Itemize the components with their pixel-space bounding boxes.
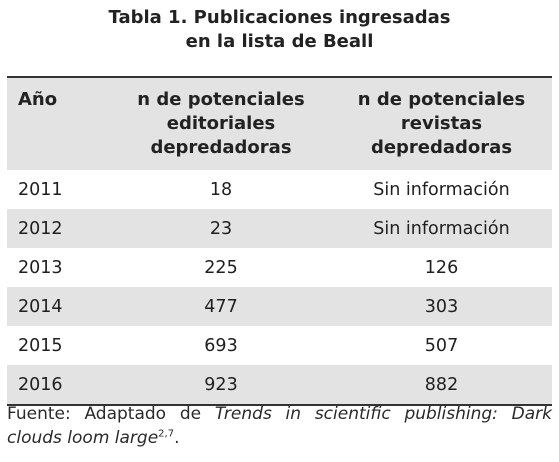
cell-editorials: 923 bbox=[111, 365, 331, 406]
cell-year: 2011 bbox=[7, 170, 111, 209]
table-title: Tabla 1. Publicaciones ingresadas en la … bbox=[0, 6, 559, 54]
table-row: 2016 923 882 bbox=[7, 365, 552, 406]
table-header-row: Año n de potenciales editoriales depreda… bbox=[7, 77, 552, 170]
header-journals-line-2: revistas bbox=[400, 113, 483, 134]
cell-year: 2012 bbox=[7, 209, 111, 248]
source-references: 2,7 bbox=[158, 428, 175, 440]
cell-journals: 303 bbox=[331, 287, 552, 326]
cell-editorials: 693 bbox=[111, 326, 331, 365]
cell-editorials: 18 bbox=[111, 170, 331, 209]
cell-journals: 507 bbox=[331, 326, 552, 365]
source-prefix: Fuente: Adaptado de bbox=[7, 404, 215, 424]
header-journals: n de potenciales revistas depredadoras bbox=[331, 77, 552, 170]
header-journals-line-1: n de potenciales bbox=[357, 89, 526, 110]
cell-journals: 882 bbox=[331, 365, 552, 406]
cell-journals: 126 bbox=[331, 248, 552, 287]
cell-year: 2015 bbox=[7, 326, 111, 365]
table-title-line-2: en la lista de Beall bbox=[185, 31, 374, 52]
source-work-title: Trends in scientific publishing: Dark cl… bbox=[7, 404, 553, 448]
table-row: 2013 225 126 bbox=[7, 248, 552, 287]
cell-year: 2014 bbox=[7, 287, 111, 326]
header-editorials-line-1: n de potenciales bbox=[137, 89, 305, 110]
cell-editorials: 225 bbox=[111, 248, 331, 287]
header-editorials: n de potenciales editoriales depredadora… bbox=[111, 77, 331, 170]
cell-editorials: 23 bbox=[111, 209, 331, 248]
cell-year: 2013 bbox=[7, 248, 111, 287]
table-row: 2012 23 Sin información bbox=[7, 209, 552, 248]
cell-journals: Sin información bbox=[331, 170, 552, 209]
table-row: 2014 477 303 bbox=[7, 287, 552, 326]
cell-journals: Sin información bbox=[331, 209, 552, 248]
header-editorials-line-3: depredadoras bbox=[150, 137, 292, 158]
cell-editorials: 477 bbox=[111, 287, 331, 326]
header-journals-line-3: depredadoras bbox=[370, 137, 513, 158]
table-row: 2015 693 507 bbox=[7, 326, 552, 365]
table-source-note: Fuente: Adaptado de Trends in scientific… bbox=[7, 402, 552, 450]
data-table-container: Año n de potenciales editoriales depreda… bbox=[7, 76, 552, 406]
table-title-line-1: Tabla 1. Publicaciones ingresadas bbox=[108, 7, 451, 28]
table-row: 2011 18 Sin información bbox=[7, 170, 552, 209]
data-table: Año n de potenciales editoriales depreda… bbox=[7, 76, 552, 406]
source-suffix: . bbox=[174, 428, 180, 448]
header-editorials-line-2: editoriales bbox=[166, 113, 276, 134]
header-year: Año bbox=[7, 77, 111, 170]
cell-year: 2016 bbox=[7, 365, 111, 406]
